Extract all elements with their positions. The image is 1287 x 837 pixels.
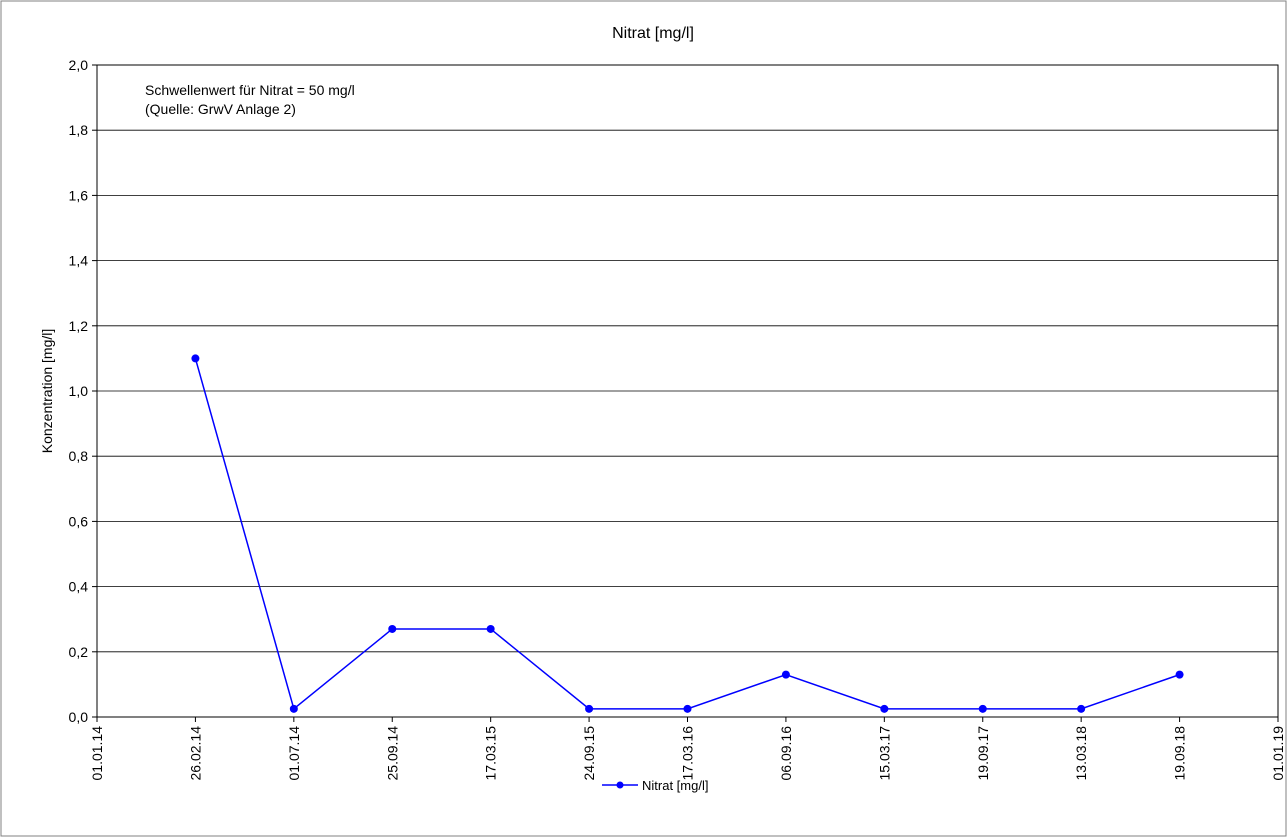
y-tick-label: 0,8 <box>69 448 89 464</box>
x-tick-label: 17.03.16 <box>680 726 696 781</box>
data-point <box>191 354 200 363</box>
x-tick-label: 17.03.15 <box>483 726 499 781</box>
y-tick-label: 0,4 <box>69 579 89 595</box>
legend-label: Nitrat [mg/l] <box>642 778 708 793</box>
y-tick-label: 2,0 <box>69 57 89 73</box>
data-point <box>585 704 594 713</box>
data-point <box>781 670 790 679</box>
annotation-line-1: Schwellenwert für Nitrat = 50 mg/l <box>145 82 355 98</box>
data-point <box>683 704 692 713</box>
y-tick-label: 1,6 <box>69 187 89 203</box>
legend-marker <box>616 781 624 789</box>
y-tick-label: 0,2 <box>69 644 89 660</box>
x-tick-label: 19.09.17 <box>975 726 991 781</box>
y-tick-label: 1,2 <box>69 318 89 334</box>
annotation-line-2: (Quelle: GrwV Anlage 2) <box>145 101 296 117</box>
y-tick-label: 1,4 <box>69 253 89 269</box>
data-point <box>289 704 298 713</box>
y-tick-label: 0,6 <box>69 513 89 529</box>
y-tick-label: 1,0 <box>69 383 89 399</box>
data-point <box>880 704 889 713</box>
x-tick-label: 01.07.14 <box>286 726 302 781</box>
x-tick-label: 19.09.18 <box>1172 726 1188 781</box>
axes: 0,0 0,2 0,4 0,6 0,8 1,0 1,2 1,4 1,6 1,8 2,0 01.01.1… <box>69 57 1286 781</box>
chart-title: Nitrat [mg/l] <box>612 25 694 42</box>
x-tick-label: 06.09.16 <box>778 726 794 781</box>
y-axis-label: Konzentration [mg/l] <box>39 329 55 454</box>
data-point <box>388 624 397 633</box>
x-tick-label: 15.03.17 <box>876 726 892 781</box>
legend: Nitrat [mg/l] <box>602 778 708 793</box>
data-point <box>486 624 495 633</box>
data-point <box>1077 704 1086 713</box>
x-tick-label: 13.03.18 <box>1073 726 1089 781</box>
x-tick-label: 01.01.19 <box>1270 726 1286 781</box>
data-point <box>1175 670 1184 679</box>
x-tick-label: 25.09.14 <box>384 726 400 781</box>
y-tick-label: 1,8 <box>69 122 89 138</box>
x-tick-label: 01.01.14 <box>89 726 105 781</box>
y-tick-label: 0,0 <box>69 709 89 725</box>
x-tick-label: 24.09.15 <box>581 726 597 781</box>
data-point <box>978 704 987 713</box>
gridlines <box>97 129 1278 653</box>
x-tick-label: 26.02.14 <box>187 726 203 781</box>
series <box>191 354 1184 713</box>
